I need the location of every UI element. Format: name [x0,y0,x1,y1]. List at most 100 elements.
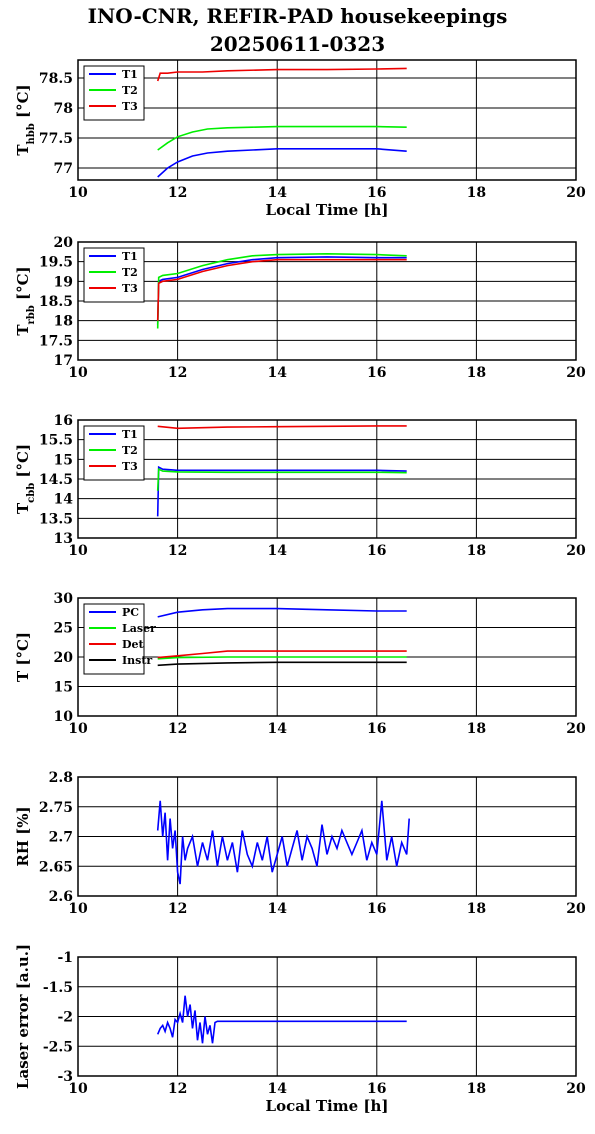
panel-4-ytick-label: 2.8 [49,770,73,786]
panel-1-ytick-label: 18.5 [39,294,73,310]
panel-0-legend-label-t3: T3 [122,100,138,113]
panel-3-legend [83,603,145,675]
panel-3-series-pc-line [157,607,407,618]
panel-5-series-0-line [156,995,407,1044]
panel-4-ytick-label: 2.75 [39,800,73,816]
panel-5-ytick-label: -2 [57,1010,73,1026]
panel-3-xtick-label: 10 [68,721,88,737]
panel-3-xtick-label: 20 [566,721,586,737]
panel-4-ytick-label: 2.6 [49,889,73,905]
panel-3-legend-label-pc: PC [122,606,139,619]
panel-5-ytick-label: -3 [57,1069,73,1085]
panel-2-legend-label-t2: T2 [122,444,138,457]
panel-1-ytick-label: 17 [54,353,73,369]
panel-1-ylabel: Trbb [°C] [14,266,37,335]
panel-3-series-laser-line [157,656,407,660]
panel-3-ytick-label: 25 [54,621,73,637]
panel-0-xtick-label: 16 [367,185,386,201]
panel-1-ytick-label: 18 [54,314,73,330]
panel-1-xtick-label: 10 [68,365,88,381]
panel-4-xtick-label: 16 [367,901,386,917]
panel-3-xtick-label: 12 [168,721,187,737]
panel-1-series-t2-line [156,252,407,329]
panel-3-ytick-label: 30 [54,591,74,607]
panel-3-legend-label-instr: Instr [122,654,152,667]
panel-3-ytick-label: 15 [54,680,73,696]
panel-2-xtick-label: 10 [68,543,88,559]
panel-2-legend-label-t1: T1 [122,428,138,441]
panel-2-ylabel: Tcbb [°C] [14,444,37,514]
panel-3-xtick-label: 18 [467,721,486,737]
panel-2-ytick-label: 14.5 [39,472,73,488]
panel-0-ytick-label: 77.5 [39,131,73,147]
panel-0-xtick-label: 14 [267,185,287,201]
panel-0-frame [77,59,577,181]
panel-0-xlabel: Local Time [h] [266,201,389,219]
panel-2-ytick-label: 13 [54,531,73,547]
panel-0-ytick-label: 77 [54,161,73,177]
panel-0-xtick-label: 12 [168,185,187,201]
panel-0-ytick-label: 78.5 [39,71,73,87]
panel-2-ytick-label: 14 [54,492,74,508]
panel-2-xtick-label: 12 [168,543,187,559]
panel-5-xtick-label: 10 [68,1081,88,1097]
panel-2-ytick-label: 15.5 [39,433,73,449]
panel-0-xtick-label: 10 [68,185,88,201]
panel-1-ytick-label: 20 [54,235,74,251]
panel-1-ytick-label: 19.5 [39,255,73,271]
panel-1-legend-label-t1: T1 [122,250,138,263]
panel-4-ytick-label: 2.65 [39,859,73,875]
panel-3-xtick-label: 14 [267,721,287,737]
panel-1-series-t3-line [156,258,407,321]
panel-0-ylabel: Thbb [°C] [14,84,37,155]
panel-4-ytick-label: 2.7 [49,830,73,846]
panel-3-legend-label-det: Det [122,638,145,651]
panel-2-series-t2-line [156,467,407,491]
chart-title-line-2: 20250611-0323 [209,32,386,56]
panel-5-xlabel: Local Time [h] [266,1097,389,1115]
panel-5-xtick-label: 12 [168,1081,187,1097]
panel-3-ytick-label: 10 [54,709,74,725]
panel-5-ylabel: Laser error [a.u.] [14,944,32,1089]
panel-5-xtick-label: 20 [566,1081,586,1097]
panel-5-ytick-label: -1.5 [43,980,73,996]
panel-3-xtick-label: 16 [367,721,386,737]
panel-0-ytick-label: 78 [54,101,73,117]
panel-0-xtick-label: 20 [566,185,586,201]
panel-4-series-0-line [156,800,410,885]
panel-5-ytick-label: -2.5 [43,1039,73,1055]
panel-1-xtick-label: 20 [566,365,586,381]
panel-1-series-t1-line [156,256,407,325]
panel-4-xtick-label: 18 [467,901,486,917]
panel-0-series-t3-line [156,67,407,82]
panel-2-series-t1-line [156,465,407,517]
panel-2-legend-label-t3: T3 [122,460,138,473]
panel-5-xtick-label: 14 [267,1081,287,1097]
panel-1-legend-label-t2: T2 [122,266,138,279]
panel-3-ylabel: T [°C] [14,632,32,682]
panel-2-ytick-label: 16 [54,413,73,429]
panel-5-xtick-label: 18 [467,1081,486,1097]
panel-2-xtick-label: 14 [267,543,287,559]
panel-5-xtick-label: 16 [367,1081,386,1097]
panel-2-xtick-label: 20 [566,543,586,559]
panel-2-ytick-label: 13.5 [39,511,73,527]
panel-3-legend-label-laser: Laser [122,622,156,635]
panel-4-xtick-label: 12 [168,901,187,917]
panel-4-ylabel: RH [%] [14,806,32,866]
panel-3-series-instr-line [157,661,407,667]
panel-5-ytick-label: -1 [57,950,73,966]
panel-0-xtick-label: 18 [467,185,486,201]
panel-1-ytick-label: 17.5 [39,333,73,349]
panel-4-xtick-label: 14 [267,901,287,917]
panel-2-series-t3-line [157,425,407,430]
panel-2-ytick-label: 15 [54,452,73,468]
panel-1-xtick-label: 14 [267,365,287,381]
panel-3-ytick-label: 20 [54,650,74,666]
panel-0-legend-label-t1: T1 [122,68,138,81]
panel-0-legend-label-t2: T2 [122,84,138,97]
panel-2-xtick-label: 18 [467,543,486,559]
panel-0-series-t2-line [157,125,407,151]
panel-4-xtick-label: 10 [68,901,88,917]
